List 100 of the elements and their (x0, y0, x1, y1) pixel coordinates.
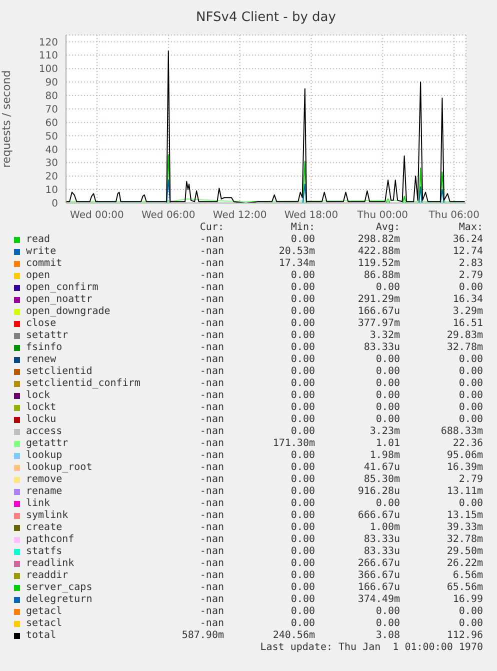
text: 0.00 (290, 306, 315, 317)
legend-label: fsinfo (26, 342, 62, 353)
y-axis-title: requests / second (0, 70, 13, 168)
text: 2.79 (458, 270, 483, 281)
legend-label: link (26, 498, 50, 509)
text: 0.00 (458, 402, 483, 413)
text: 29.83m (446, 330, 483, 341)
legend-label: setattr (26, 330, 68, 341)
text: 0.00 (290, 426, 315, 437)
x-tick-label: Wed 18:00 (284, 210, 338, 222)
text: -nan (198, 342, 224, 353)
legend-label: open_downgrade (26, 306, 110, 317)
text: 36.24 (452, 234, 483, 245)
y-tick-label: 10 (45, 185, 58, 196)
text: 16.51 (452, 318, 483, 329)
y-tick-label: 20 (45, 172, 58, 183)
text: Cur: (198, 222, 224, 233)
legend-label: statfs (26, 546, 62, 557)
text: -nan (198, 282, 224, 293)
text: -nan (198, 594, 224, 605)
text: 0.00 (290, 546, 315, 557)
text: -nan (198, 462, 224, 473)
text: 0.00 (290, 474, 315, 485)
text: -nan (198, 474, 224, 485)
text: 16.34 (452, 294, 483, 305)
text: 2.79 (458, 474, 483, 485)
text: 65.56m (446, 582, 483, 593)
text: 1.00m (368, 522, 400, 533)
text: -nan (198, 366, 224, 377)
text: 22.36 (452, 438, 483, 449)
text: -nan (198, 450, 224, 461)
text: -nan (198, 606, 224, 617)
text: 916.28u (356, 486, 400, 497)
text: -nan (198, 234, 224, 245)
x-tick-label: Wed 00:00 (70, 210, 124, 222)
y-tick-label: 60 (45, 118, 58, 129)
legend-label: pathconf (26, 534, 74, 545)
text: 95.06m (446, 450, 483, 461)
text: 0.00 (290, 354, 315, 365)
y-tick-label: 80 (45, 91, 58, 102)
text: -nan (198, 570, 224, 581)
text: 0.00 (290, 618, 315, 629)
text: -nan (198, 306, 224, 317)
legend-label: setclientid (26, 366, 92, 377)
legend-label: total (26, 630, 56, 641)
text: 83.33u (362, 546, 400, 557)
text: 16.99 (452, 594, 483, 605)
text: 83.33u (362, 342, 400, 353)
legend-label: open_confirm (26, 282, 98, 293)
y-tick-label: 120 (38, 37, 58, 48)
text: 0.00 (458, 282, 483, 293)
text: 377.97m (356, 318, 400, 329)
y-tick-label: 70 (45, 104, 58, 116)
text: -nan (198, 330, 224, 341)
legend-label: symlink (26, 510, 68, 521)
legend-label: remove (26, 474, 62, 485)
legend-label: commit (26, 258, 62, 269)
text: 0.00 (290, 330, 315, 341)
legend-label: lookup (26, 450, 62, 461)
legend-label: create (26, 522, 62, 533)
text: 3.08 (374, 630, 400, 641)
text: 17.34m (278, 258, 315, 269)
text: 41.67u (362, 462, 400, 473)
text: 0.00 (290, 486, 315, 497)
text: 0.00 (458, 618, 483, 629)
text: -nan (198, 486, 224, 497)
legend-label: delegreturn (26, 594, 92, 605)
text: 0.00 (290, 282, 315, 293)
text: 166.67u (356, 306, 400, 317)
text: 6.56m (452, 570, 483, 581)
text: 0.00 (290, 594, 315, 605)
text: 0.00 (290, 498, 315, 509)
text: 0.00 (290, 558, 315, 569)
text: 0.00 (290, 582, 315, 593)
text: -nan (198, 258, 224, 269)
text: 16.39m (446, 462, 483, 473)
text: 3.29m (452, 306, 483, 317)
text: 20.53m (278, 246, 315, 257)
text: 266.67u (356, 558, 400, 569)
text: 366.67u (356, 570, 400, 581)
legend-label: readdir (26, 570, 68, 581)
text: -nan (198, 618, 224, 629)
legend-label: open (26, 270, 50, 281)
text: 374.49m (356, 594, 400, 605)
text: -nan (198, 402, 224, 413)
text: -nan (198, 270, 224, 281)
text: 240.56m (272, 630, 315, 641)
legend-label: server_caps (26, 582, 92, 593)
text: -nan (198, 318, 224, 329)
text: 0.00 (290, 414, 315, 425)
text: 13.15m (446, 510, 483, 521)
y-tick-label: 40 (45, 144, 58, 156)
text: 0.00 (458, 414, 483, 425)
text: -nan (198, 438, 224, 449)
text: 0.00 (290, 402, 315, 413)
text: 688.33m (440, 426, 483, 437)
text: -nan (198, 582, 224, 593)
text: 0.00 (290, 450, 315, 461)
text: 0.00 (290, 294, 315, 305)
y-tick-label: 100 (38, 64, 58, 76)
